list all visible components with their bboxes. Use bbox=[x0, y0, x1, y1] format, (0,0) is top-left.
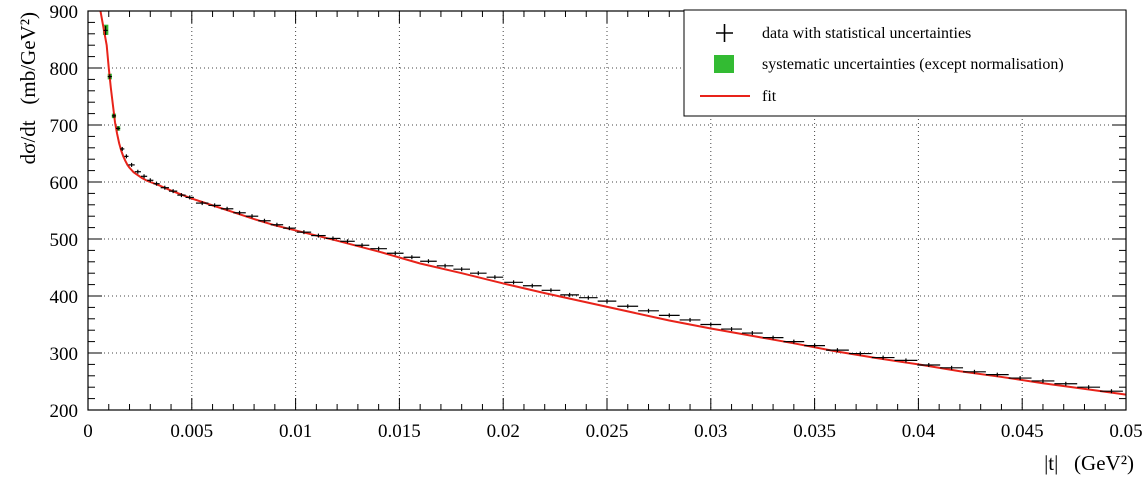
grid bbox=[88, 11, 1126, 410]
legend: data with statistical uncertainties syst… bbox=[683, 9, 1127, 117]
data-point bbox=[124, 154, 129, 159]
x-tick-label: 0.05 bbox=[1109, 421, 1142, 442]
data-point bbox=[940, 365, 964, 370]
data-point bbox=[177, 193, 186, 198]
data-point bbox=[894, 358, 918, 363]
data-point bbox=[1008, 376, 1032, 381]
x-tick-label: 0.005 bbox=[170, 421, 213, 442]
data-point bbox=[1077, 385, 1101, 390]
data-point bbox=[386, 251, 404, 256]
data-point bbox=[283, 226, 296, 231]
data-point bbox=[325, 236, 341, 241]
data-point bbox=[541, 288, 561, 293]
data-point bbox=[245, 214, 259, 219]
y-tick-label: 600 bbox=[50, 173, 79, 194]
data-point bbox=[354, 243, 370, 248]
data-point bbox=[597, 299, 617, 304]
data-point bbox=[638, 308, 659, 313]
y-tick-label: 500 bbox=[50, 230, 79, 251]
data-point bbox=[453, 267, 470, 272]
data-point bbox=[370, 246, 387, 251]
data-point bbox=[804, 343, 825, 348]
data-point bbox=[1054, 381, 1078, 386]
legend-green-box-icon bbox=[714, 55, 734, 73]
data-point bbox=[871, 355, 895, 360]
data-point bbox=[140, 174, 148, 179]
data-point bbox=[208, 203, 221, 208]
data-point bbox=[147, 178, 154, 183]
data-point bbox=[103, 25, 108, 35]
data-point bbox=[679, 317, 701, 322]
data-point bbox=[128, 162, 135, 167]
data-point bbox=[700, 322, 722, 327]
legend-box bbox=[683, 9, 1127, 117]
data-point bbox=[134, 169, 141, 174]
y-tick-labels: 200 300 400 500 600 700 800 900 bbox=[50, 2, 79, 422]
x-tick-label: 0.01 bbox=[279, 421, 312, 442]
data-point bbox=[917, 362, 941, 367]
y-tick-label: 300 bbox=[50, 344, 79, 365]
data-point bbox=[486, 275, 504, 280]
data-point bbox=[111, 113, 117, 118]
data-point bbox=[1100, 389, 1123, 394]
data-point bbox=[160, 185, 169, 190]
x-tick-labels: 0 0.005 0.01 0.015 0.02 0.025 0.03 0.035 0.04 0.0… bbox=[83, 421, 1142, 442]
data-point bbox=[826, 348, 849, 353]
data-point bbox=[107, 74, 112, 79]
data-point bbox=[311, 233, 326, 238]
x-tick-label: 0 bbox=[83, 421, 93, 442]
x-tick-label: 0.045 bbox=[1001, 421, 1044, 442]
data-points bbox=[103, 25, 1123, 394]
data-point bbox=[522, 283, 542, 288]
data-point bbox=[270, 222, 284, 227]
data-point bbox=[403, 255, 421, 260]
legend-cross-icon bbox=[716, 24, 733, 42]
data-point bbox=[617, 304, 639, 309]
data-point bbox=[420, 259, 437, 264]
x-tick-label: 0.04 bbox=[902, 421, 936, 442]
x-tick-label: 0.03 bbox=[694, 421, 727, 442]
data-point bbox=[185, 195, 194, 200]
data-point bbox=[195, 201, 209, 206]
data-point bbox=[658, 313, 680, 318]
x-tick-label: 0.02 bbox=[487, 421, 520, 442]
data-point bbox=[560, 292, 579, 297]
data-point bbox=[1031, 378, 1055, 383]
data-point bbox=[721, 327, 742, 332]
data-point bbox=[116, 126, 121, 131]
y-tick-label: 800 bbox=[50, 59, 79, 80]
data-point bbox=[233, 210, 246, 215]
data-point bbox=[469, 271, 487, 276]
data-point bbox=[504, 280, 523, 285]
legend-label-systematic: systematic uncertainties (except normali… bbox=[762, 56, 1064, 73]
x-axis-title: |t| (GeV²) bbox=[1044, 451, 1134, 475]
y-tick-label: 900 bbox=[50, 2, 79, 23]
data-point bbox=[220, 206, 234, 211]
data-point bbox=[848, 351, 872, 356]
data-point bbox=[741, 331, 763, 336]
data-point bbox=[153, 181, 160, 186]
data-point bbox=[963, 369, 986, 374]
data-point bbox=[168, 189, 178, 194]
data-point bbox=[985, 372, 1009, 377]
legend-label-data: data with statistical uncertainties bbox=[762, 25, 971, 42]
data-point bbox=[258, 218, 271, 223]
data-point bbox=[762, 335, 784, 340]
legend-label-fit: fit bbox=[762, 88, 777, 105]
y-tick-label: 700 bbox=[50, 116, 79, 137]
data-point bbox=[783, 339, 805, 344]
data-point bbox=[578, 295, 598, 300]
x-tick-label: 0.025 bbox=[586, 421, 629, 442]
y-axis-title: dσ/dt (mb/GeV²) bbox=[16, 12, 40, 164]
data-point bbox=[296, 230, 312, 235]
x-tick-label: 0.035 bbox=[793, 421, 836, 442]
x-tick-label: 0.015 bbox=[378, 421, 421, 442]
data-point bbox=[436, 263, 454, 268]
data-point bbox=[340, 239, 355, 244]
y-tick-label: 400 bbox=[50, 287, 79, 308]
data-point bbox=[120, 146, 125, 151]
y-tick-label: 200 bbox=[50, 401, 79, 422]
